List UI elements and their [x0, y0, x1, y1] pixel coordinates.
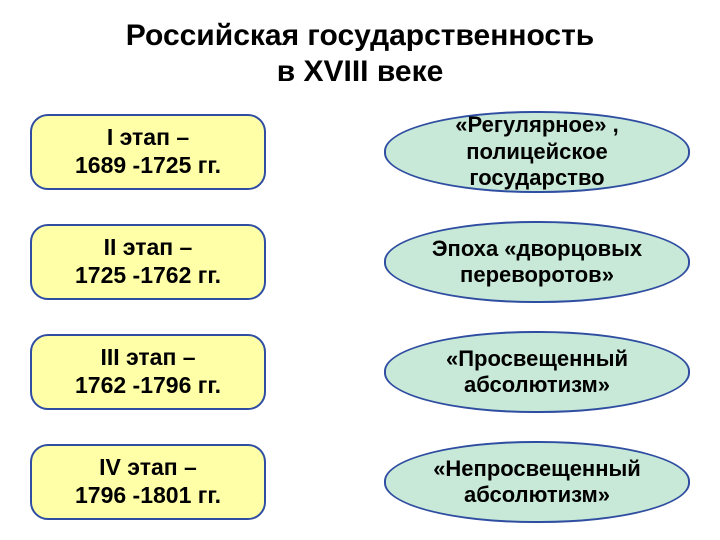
stage-box-3: III этап – 1762 -1796 гг. [30, 334, 266, 410]
stage-line: IV этап – [99, 454, 197, 482]
title-line1: Российская государственность [30, 18, 690, 54]
stage-line: II этап – [104, 234, 193, 262]
stage-box-4: IV этап – 1796 -1801 гг. [30, 444, 266, 520]
diagram-row: II этап – 1725 -1762 гг. Эпоха «дворцовы… [30, 222, 690, 302]
diagram-row: III этап – 1762 -1796 гг. «Просвещенный … [30, 332, 690, 412]
diagram-rows: I этап – 1689 -1725 гг. «Регулярное» , п… [30, 112, 690, 522]
desc-line: переворотов» [460, 262, 614, 288]
stage-line: 1762 -1796 гг. [75, 372, 221, 400]
stage-line: 1725 -1762 гг. [75, 262, 221, 290]
desc-line: «Непросвещенный [433, 456, 641, 482]
diagram-row: IV этап – 1796 -1801 гг. «Непросвещенный… [30, 442, 690, 522]
desc-line: абсолютизм» [464, 482, 610, 508]
stage-line: 1796 -1801 гг. [75, 482, 221, 510]
stage-box-1: I этап – 1689 -1725 гг. [30, 114, 266, 190]
desc-line: «Просвещенный [446, 346, 628, 372]
desc-line: абсолютизм» [464, 372, 610, 398]
stage-line: I этап – [107, 124, 189, 152]
stage-line: III этап – [100, 344, 195, 372]
slide-title: Российская государственность в XVIII век… [30, 18, 690, 90]
desc-box-3: «Просвещенный абсолютизм» [384, 331, 690, 413]
stage-box-2: II этап – 1725 -1762 гг. [30, 224, 266, 300]
desc-line: полицейское [466, 139, 608, 165]
desc-box-1: «Регулярное» , полицейское государство [384, 111, 690, 193]
desc-box-2: Эпоха «дворцовых переворотов» [384, 221, 690, 303]
desc-box-4: «Непросвещенный абсолютизм» [384, 441, 690, 523]
diagram-row: I этап – 1689 -1725 гг. «Регулярное» , п… [30, 112, 690, 192]
stage-line: 1689 -1725 гг. [75, 152, 221, 180]
desc-line: Эпоха «дворцовых [432, 236, 642, 262]
title-line2: в XVIII веке [30, 54, 690, 90]
desc-line: «Регулярное» , [455, 112, 618, 138]
desc-line: государство [469, 165, 604, 191]
